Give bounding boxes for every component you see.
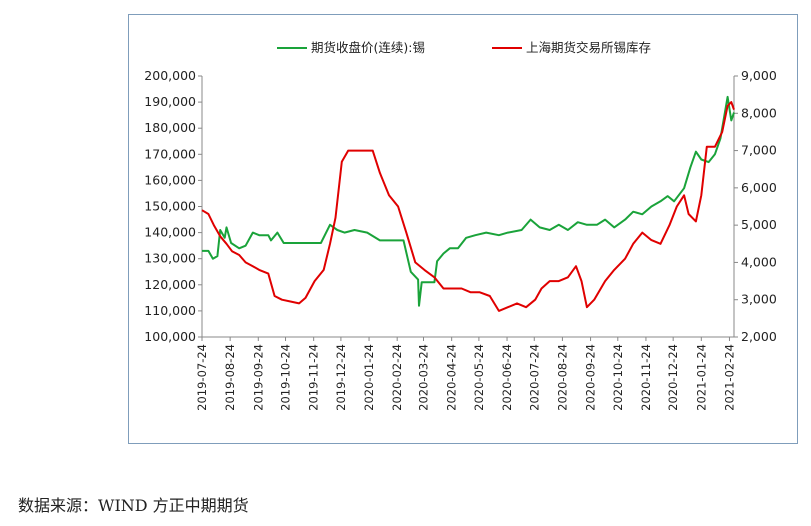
- left-tick-label: 170,000: [144, 146, 196, 161]
- source-note: 数据来源：WIND 方正中期期货: [18, 496, 249, 515]
- series-line-close-price: [202, 95, 735, 307]
- right-tick-label: 7,000: [741, 143, 777, 158]
- left-tick-label: 130,000: [144, 251, 196, 266]
- right-tick-label: 5,000: [741, 217, 777, 232]
- x-tick-label: 2021-02-24: [722, 344, 736, 411]
- x-tick-label: 2019-10-24: [279, 344, 293, 411]
- left-tick-label: 140,000: [144, 225, 196, 240]
- x-tick-label: 2020-12-24: [666, 344, 680, 411]
- legend-label: 期货收盘价(连续):锡: [311, 40, 425, 55]
- x-tick-label: 2021-01-24: [694, 344, 708, 411]
- right-tick-label: 4,000: [741, 254, 777, 269]
- chart-axes: 100,000 110,000 120,000 130,000 140,000 150,0…: [144, 68, 777, 411]
- x-tick-label: 2020-01-24: [362, 344, 376, 411]
- chart-frame: 100,000 110,000 120,000 130,000 140,000 150,0…: [128, 14, 798, 444]
- x-tick-label: 2020-03-24: [417, 344, 431, 411]
- left-tick-label: 190,000: [144, 94, 196, 109]
- chart-legend: 期货收盘价(连续):锡 上海期货交易所锡库存: [277, 40, 651, 55]
- legend-label: 上海期货交易所锡库存: [526, 40, 651, 55]
- x-tick-label: 2020-04-24: [445, 344, 459, 411]
- x-tick-label: 2019-08-24: [223, 344, 237, 411]
- series-line-inventory: [201, 101, 735, 312]
- x-tick-label: 2019-11-24: [307, 344, 321, 411]
- x-tick-label: 2020-02-24: [390, 344, 404, 411]
- right-tick-label: 9,000: [741, 68, 777, 83]
- left-tick-label: 150,000: [144, 199, 196, 214]
- right-tick-label: 8,000: [741, 105, 777, 120]
- left-tick-label: 180,000: [144, 120, 196, 135]
- x-tick-label: 2020-05-24: [472, 344, 486, 411]
- x-tick-label: 2019-09-24: [251, 344, 265, 411]
- right-tick-label: 3,000: [741, 292, 777, 307]
- chart-lines: [201, 95, 735, 312]
- x-tick-label: 2020-06-24: [500, 344, 514, 411]
- x-tick-label: 2019-07-24: [195, 344, 209, 411]
- x-tick-label: 2020-10-24: [611, 344, 625, 411]
- x-tick-label: 2020-08-24: [555, 344, 569, 411]
- x-tick-label: 2020-07-24: [527, 344, 541, 411]
- left-tick-label: 120,000: [144, 277, 196, 292]
- x-tick-label: 2019-12-24: [334, 344, 348, 411]
- x-tick-label: 2020-11-24: [639, 344, 653, 411]
- left-tick-label: 110,000: [144, 303, 196, 318]
- x-tick-label: 2020-09-24: [584, 344, 598, 411]
- left-tick-label: 100,000: [144, 329, 196, 344]
- right-tick-label: 6,000: [741, 180, 777, 195]
- right-tick-label: 2,000: [741, 329, 777, 344]
- chart-svg: 100,000 110,000 120,000 130,000 140,000 150,0…: [144, 40, 777, 411]
- left-tick-label: 200,000: [144, 68, 196, 83]
- left-tick-label: 160,000: [144, 172, 196, 187]
